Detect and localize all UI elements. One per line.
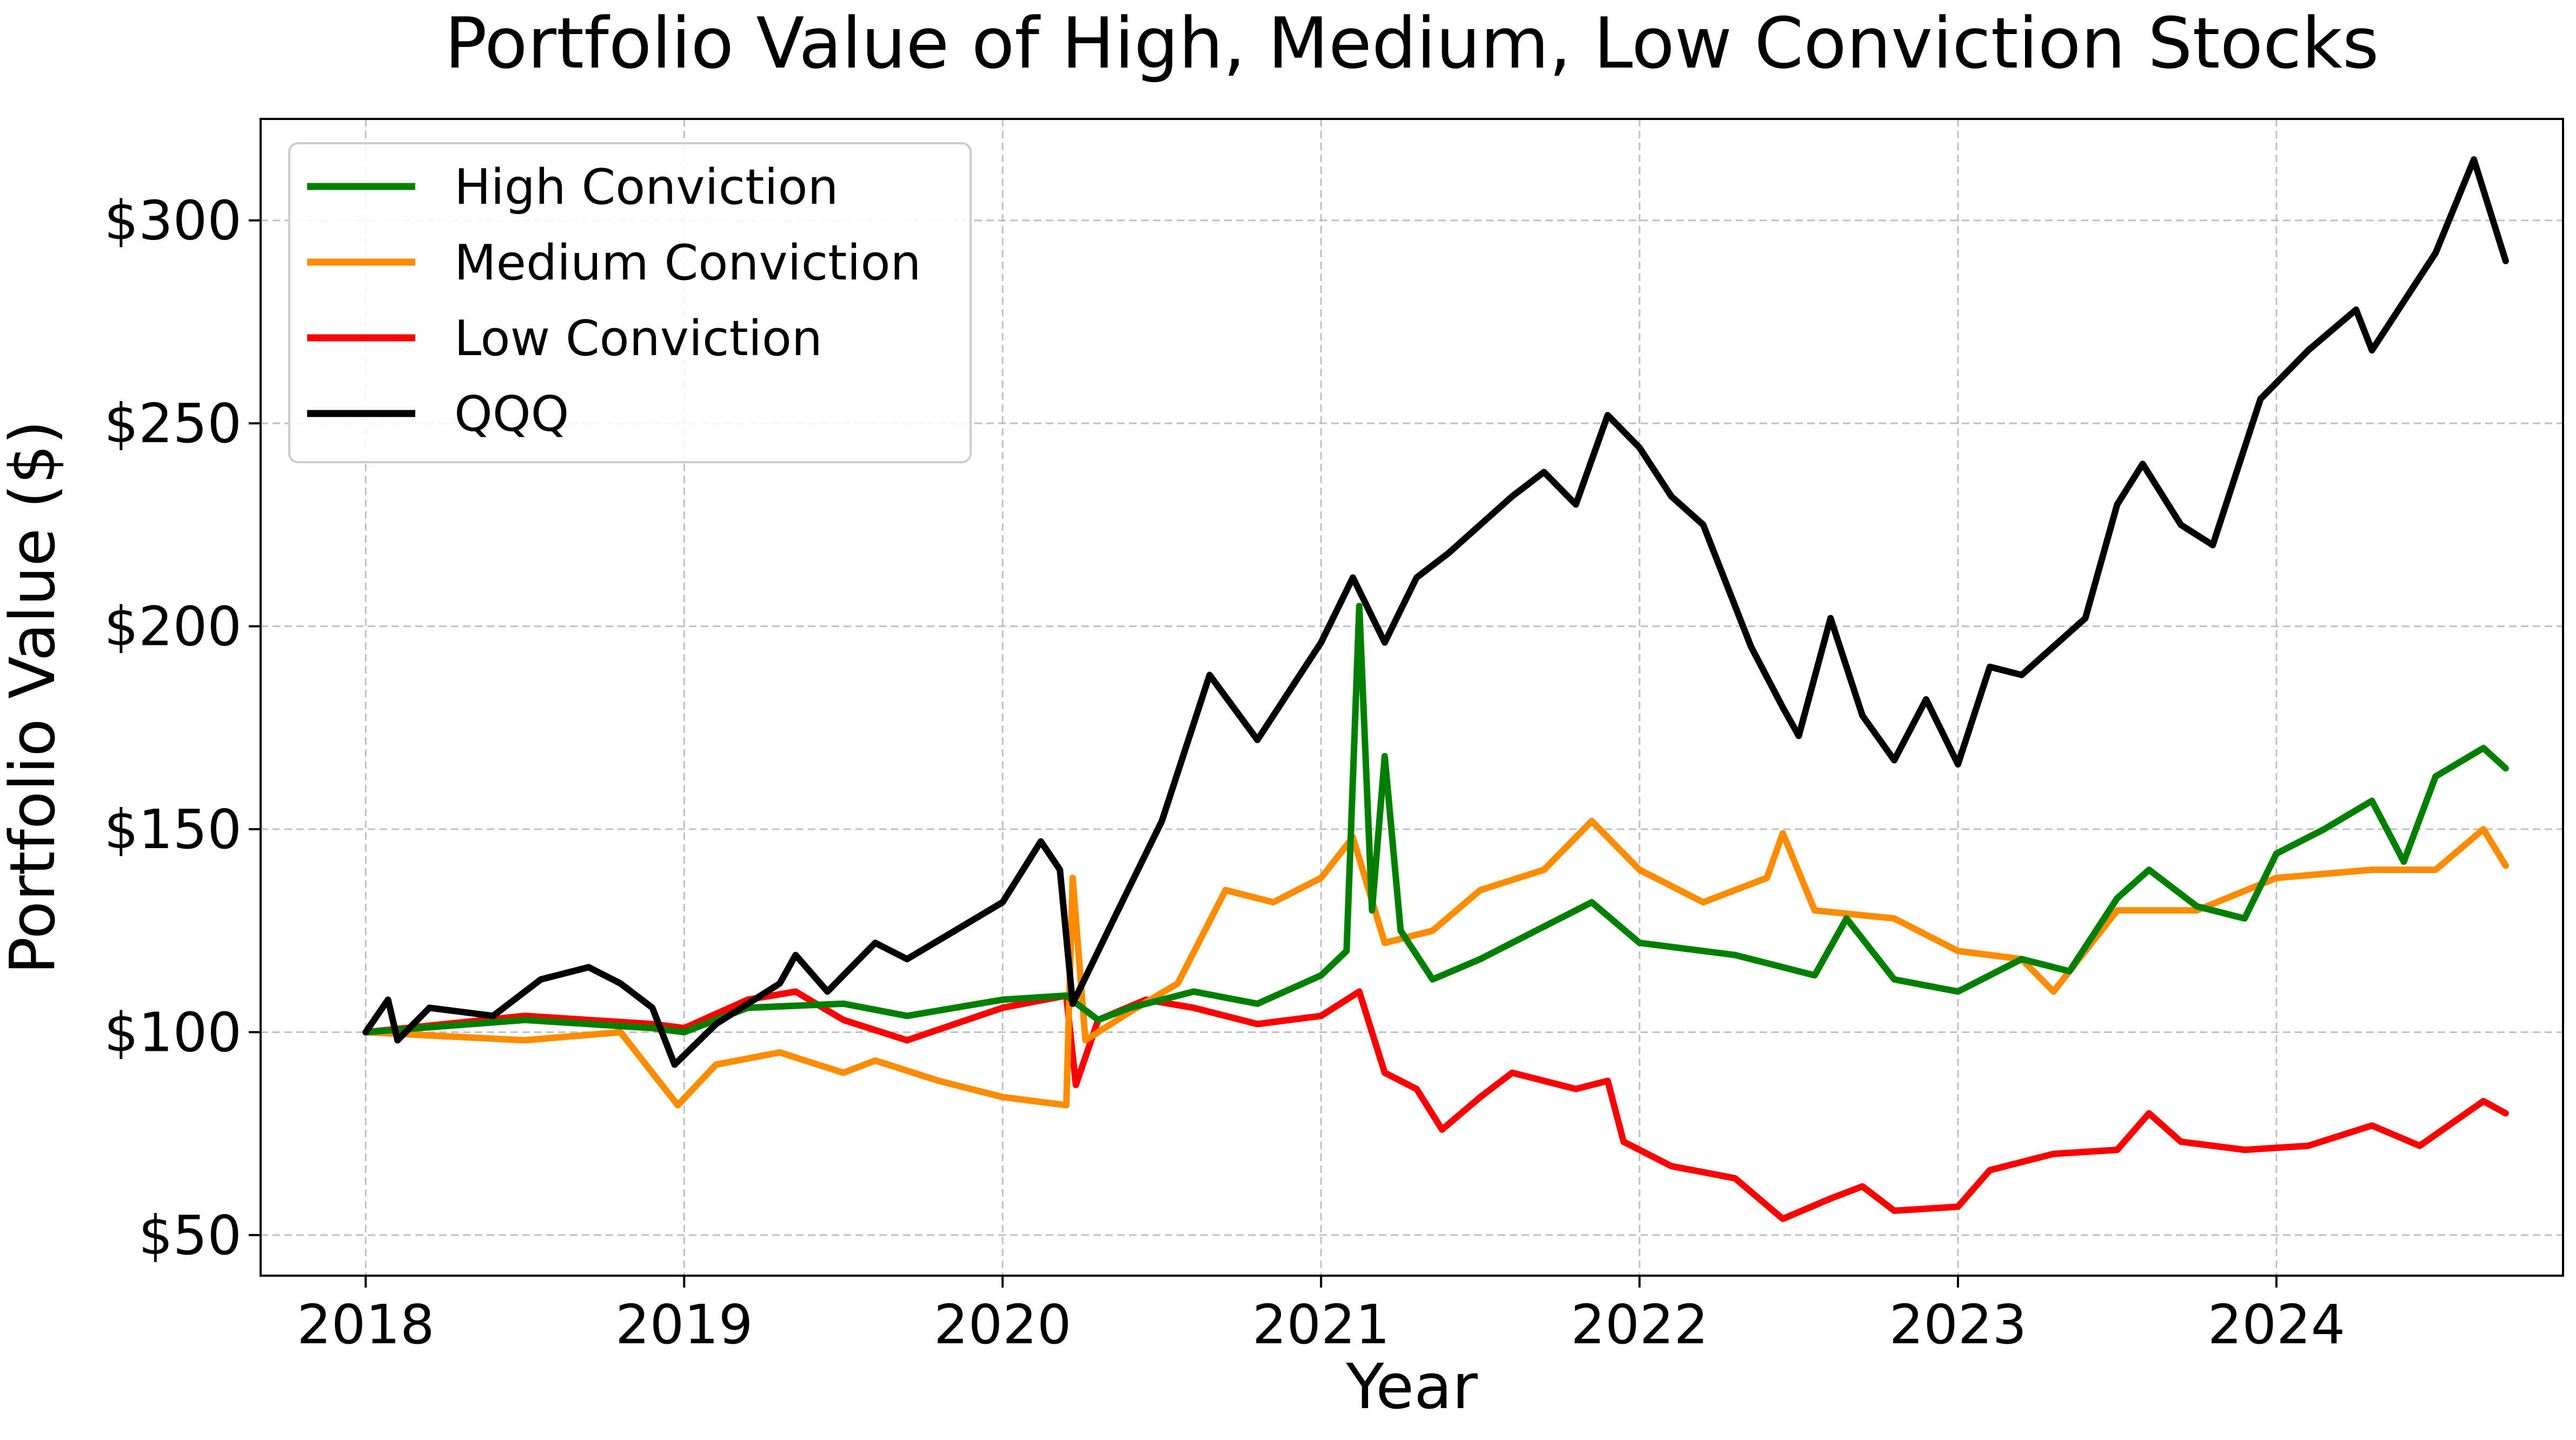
chart-title: Portfolio Value of High, Medium, Low Con… [444,2,2379,84]
y-tick-label: $50 [138,1204,242,1267]
series-line-low-conviction [362,988,2509,1222]
legend-entries: High Conviction Medium Conviction Low Conv… [307,159,921,443]
legend-label-qqq: QQQ [454,386,569,443]
x-tick-label: 2020 [934,1293,1072,1356]
x-tick-label: 2021 [1252,1293,1390,1356]
y-tick-label: $300 [104,189,242,252]
y-tick-label: $250 [104,392,242,455]
series-line-high-conviction [362,603,2509,1036]
x-tick-label: 2022 [1571,1293,1709,1356]
plot-frame [260,118,2564,1277]
tick-layer: 2018 2019 2020 2021 2022 2023 2024 $50 $100 $150 $… [104,189,2346,1356]
series-layer [362,156,2509,1222]
legend-label-medium-conviction: Medium Conviction [454,235,921,291]
y-tick-label: $200 [104,595,242,658]
x-tick-label: 2018 [297,1293,435,1356]
legend-label-high-conviction: High Conviction [454,159,839,216]
x-tick-label: 2019 [615,1293,753,1356]
x-tick-label: 2024 [2208,1293,2346,1356]
x-tick-label: 2023 [1889,1293,2027,1356]
series-line-qqq [362,156,2509,1068]
y-axis-title: Portfolio Value ($) [0,421,69,975]
y-tick-label: $100 [104,1001,242,1064]
legend-label-low-conviction: Low Conviction [454,310,822,367]
x-axis-title: Year [1345,1351,1478,1423]
y-tick-label: $150 [104,798,242,861]
legend: High Conviction Medium Conviction Low Conv… [288,142,972,463]
legend-box [288,142,972,463]
